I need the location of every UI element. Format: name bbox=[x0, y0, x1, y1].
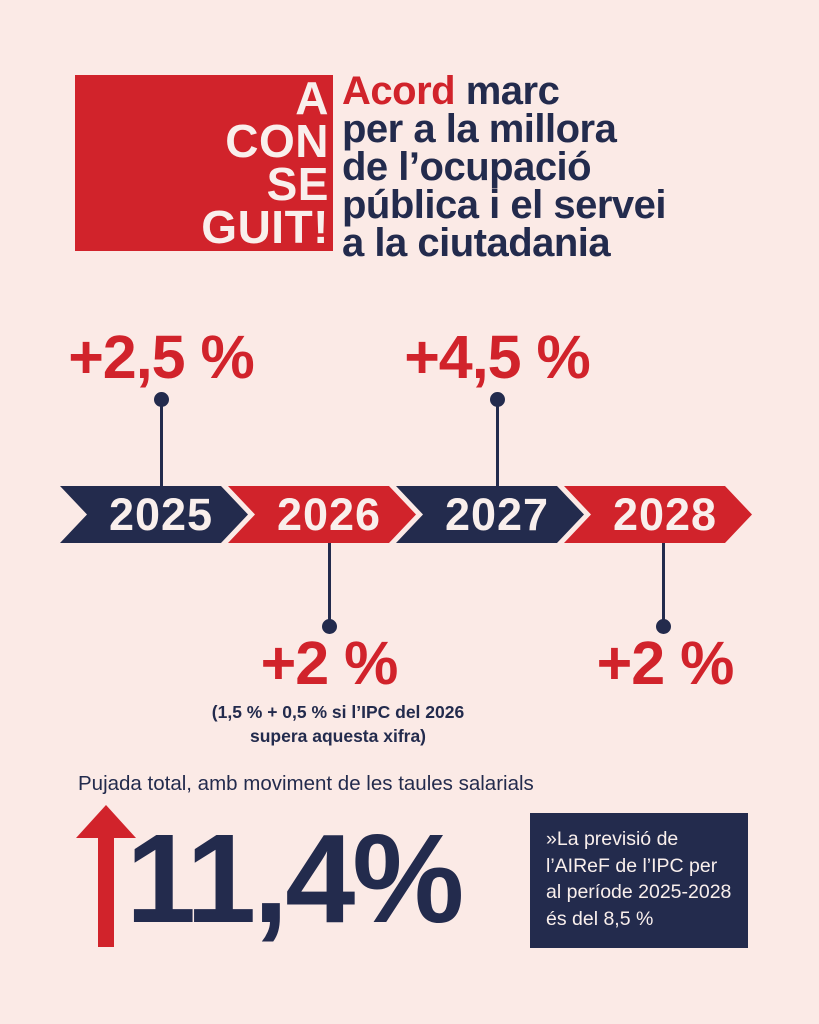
forecast-line-4: és del 8,5 % bbox=[546, 907, 654, 930]
forecast-line-1: »La previsió de bbox=[546, 828, 679, 850]
connector-line-2027 bbox=[495, 404, 499, 486]
increase-2028: +2 % bbox=[596, 629, 735, 697]
connector-dot-2027 bbox=[489, 392, 505, 407]
achieved-badge: A CON SE GUIT! bbox=[75, 75, 333, 251]
total-label: Pujada total, amb moviment de les taules… bbox=[78, 772, 534, 795]
timeline-year-2027: 2027 bbox=[396, 486, 584, 543]
increase-2026-note: (1,5 % + 0,5 % si l’IPC del 2026 supera … bbox=[138, 700, 538, 748]
page-title: Acord marc per a la millora de l’ocupaci… bbox=[342, 69, 667, 265]
title-line-5: a la ciutadania bbox=[342, 221, 611, 265]
connector-line-2026 bbox=[327, 543, 331, 621]
forecast-line-2: l’AIReF de l’IPC per bbox=[546, 854, 718, 877]
connector-dot-2028 bbox=[655, 619, 671, 634]
badge-line: SE bbox=[266, 158, 329, 210]
connector-line-2028 bbox=[661, 543, 665, 621]
title-line-3: de l’ocupació bbox=[342, 145, 592, 189]
increase-2025: +2,5 % bbox=[68, 323, 255, 391]
achieved-badge-text: A CON SE GUIT! bbox=[201, 72, 329, 253]
increase-2027: +4,5 % bbox=[404, 323, 591, 391]
timeline: 2025 2026 2027 2028 bbox=[60, 486, 760, 543]
timeline-year-2025: 2025 bbox=[60, 486, 248, 543]
timeline-year-2028: 2028 bbox=[564, 486, 752, 543]
connector-line-2025 bbox=[159, 404, 163, 486]
title-line-1: Acord marc bbox=[342, 69, 666, 113]
title-line-1-rest: marc bbox=[455, 69, 560, 113]
timeline-year-2026: 2026 bbox=[228, 486, 416, 543]
up-arrow-stem bbox=[98, 836, 114, 947]
title-line-2: per a la millora bbox=[342, 107, 617, 151]
badge-line: A bbox=[295, 72, 329, 124]
up-arrow-icon bbox=[76, 805, 136, 838]
note-line-1: (1,5 % + 0,5 % si l’IPC del 2026 bbox=[211, 702, 465, 722]
note-line-2: supera aquesta xifra) bbox=[249, 726, 427, 746]
connector-dot-2025 bbox=[153, 392, 169, 407]
title-line-4: pública i el servei bbox=[342, 183, 667, 227]
badge-line: GUIT! bbox=[201, 201, 329, 253]
connector-dot-2026 bbox=[321, 619, 337, 634]
badge-line: CON bbox=[225, 115, 329, 167]
increase-2026: +2 % bbox=[260, 629, 399, 697]
forecast-line-3: al període 2025-2028 bbox=[546, 881, 732, 903]
title-highlight: Acord bbox=[342, 69, 456, 113]
total-value: 11,4% bbox=[126, 808, 464, 949]
airef-forecast-box: »La previsió de l’AIReF de l’IPC per al … bbox=[530, 813, 748, 948]
